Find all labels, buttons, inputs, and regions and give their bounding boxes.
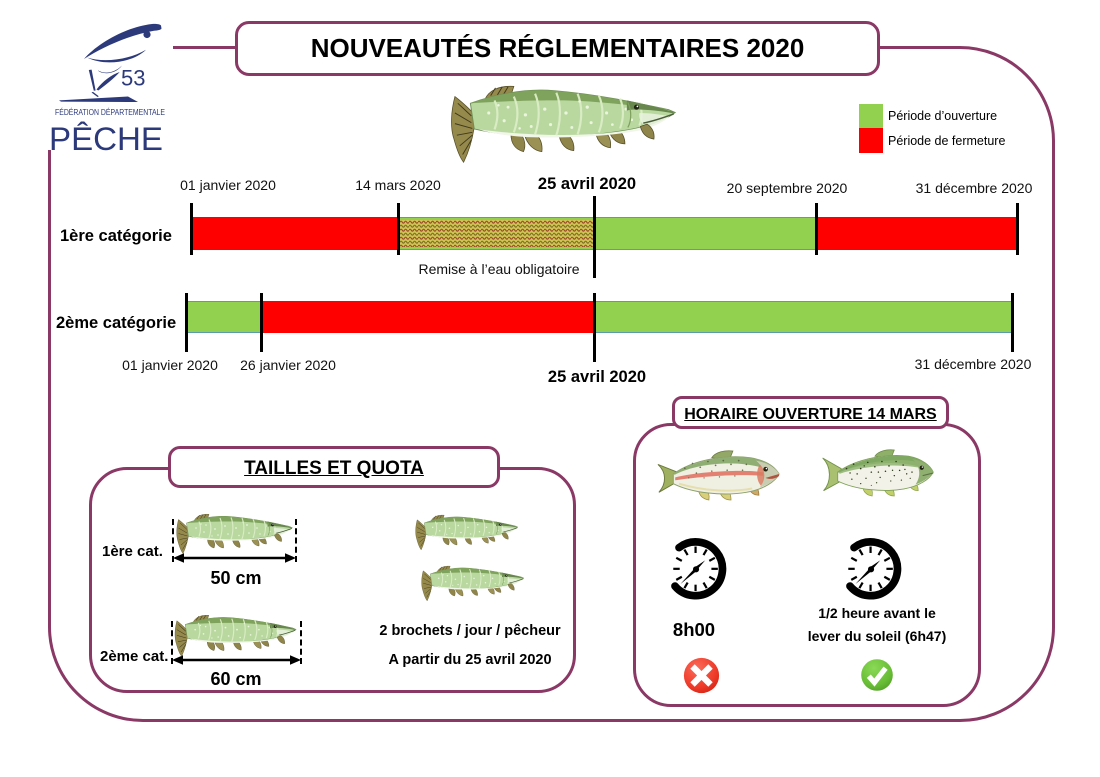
svg-text:53: 53 [121, 66, 145, 91]
svg-text:PÊCHE: PÊCHE [49, 121, 163, 157]
svg-text:FÉDÉRATION DÉPARTEMENTALE: FÉDÉRATION DÉPARTEMENTALE [55, 107, 165, 117]
